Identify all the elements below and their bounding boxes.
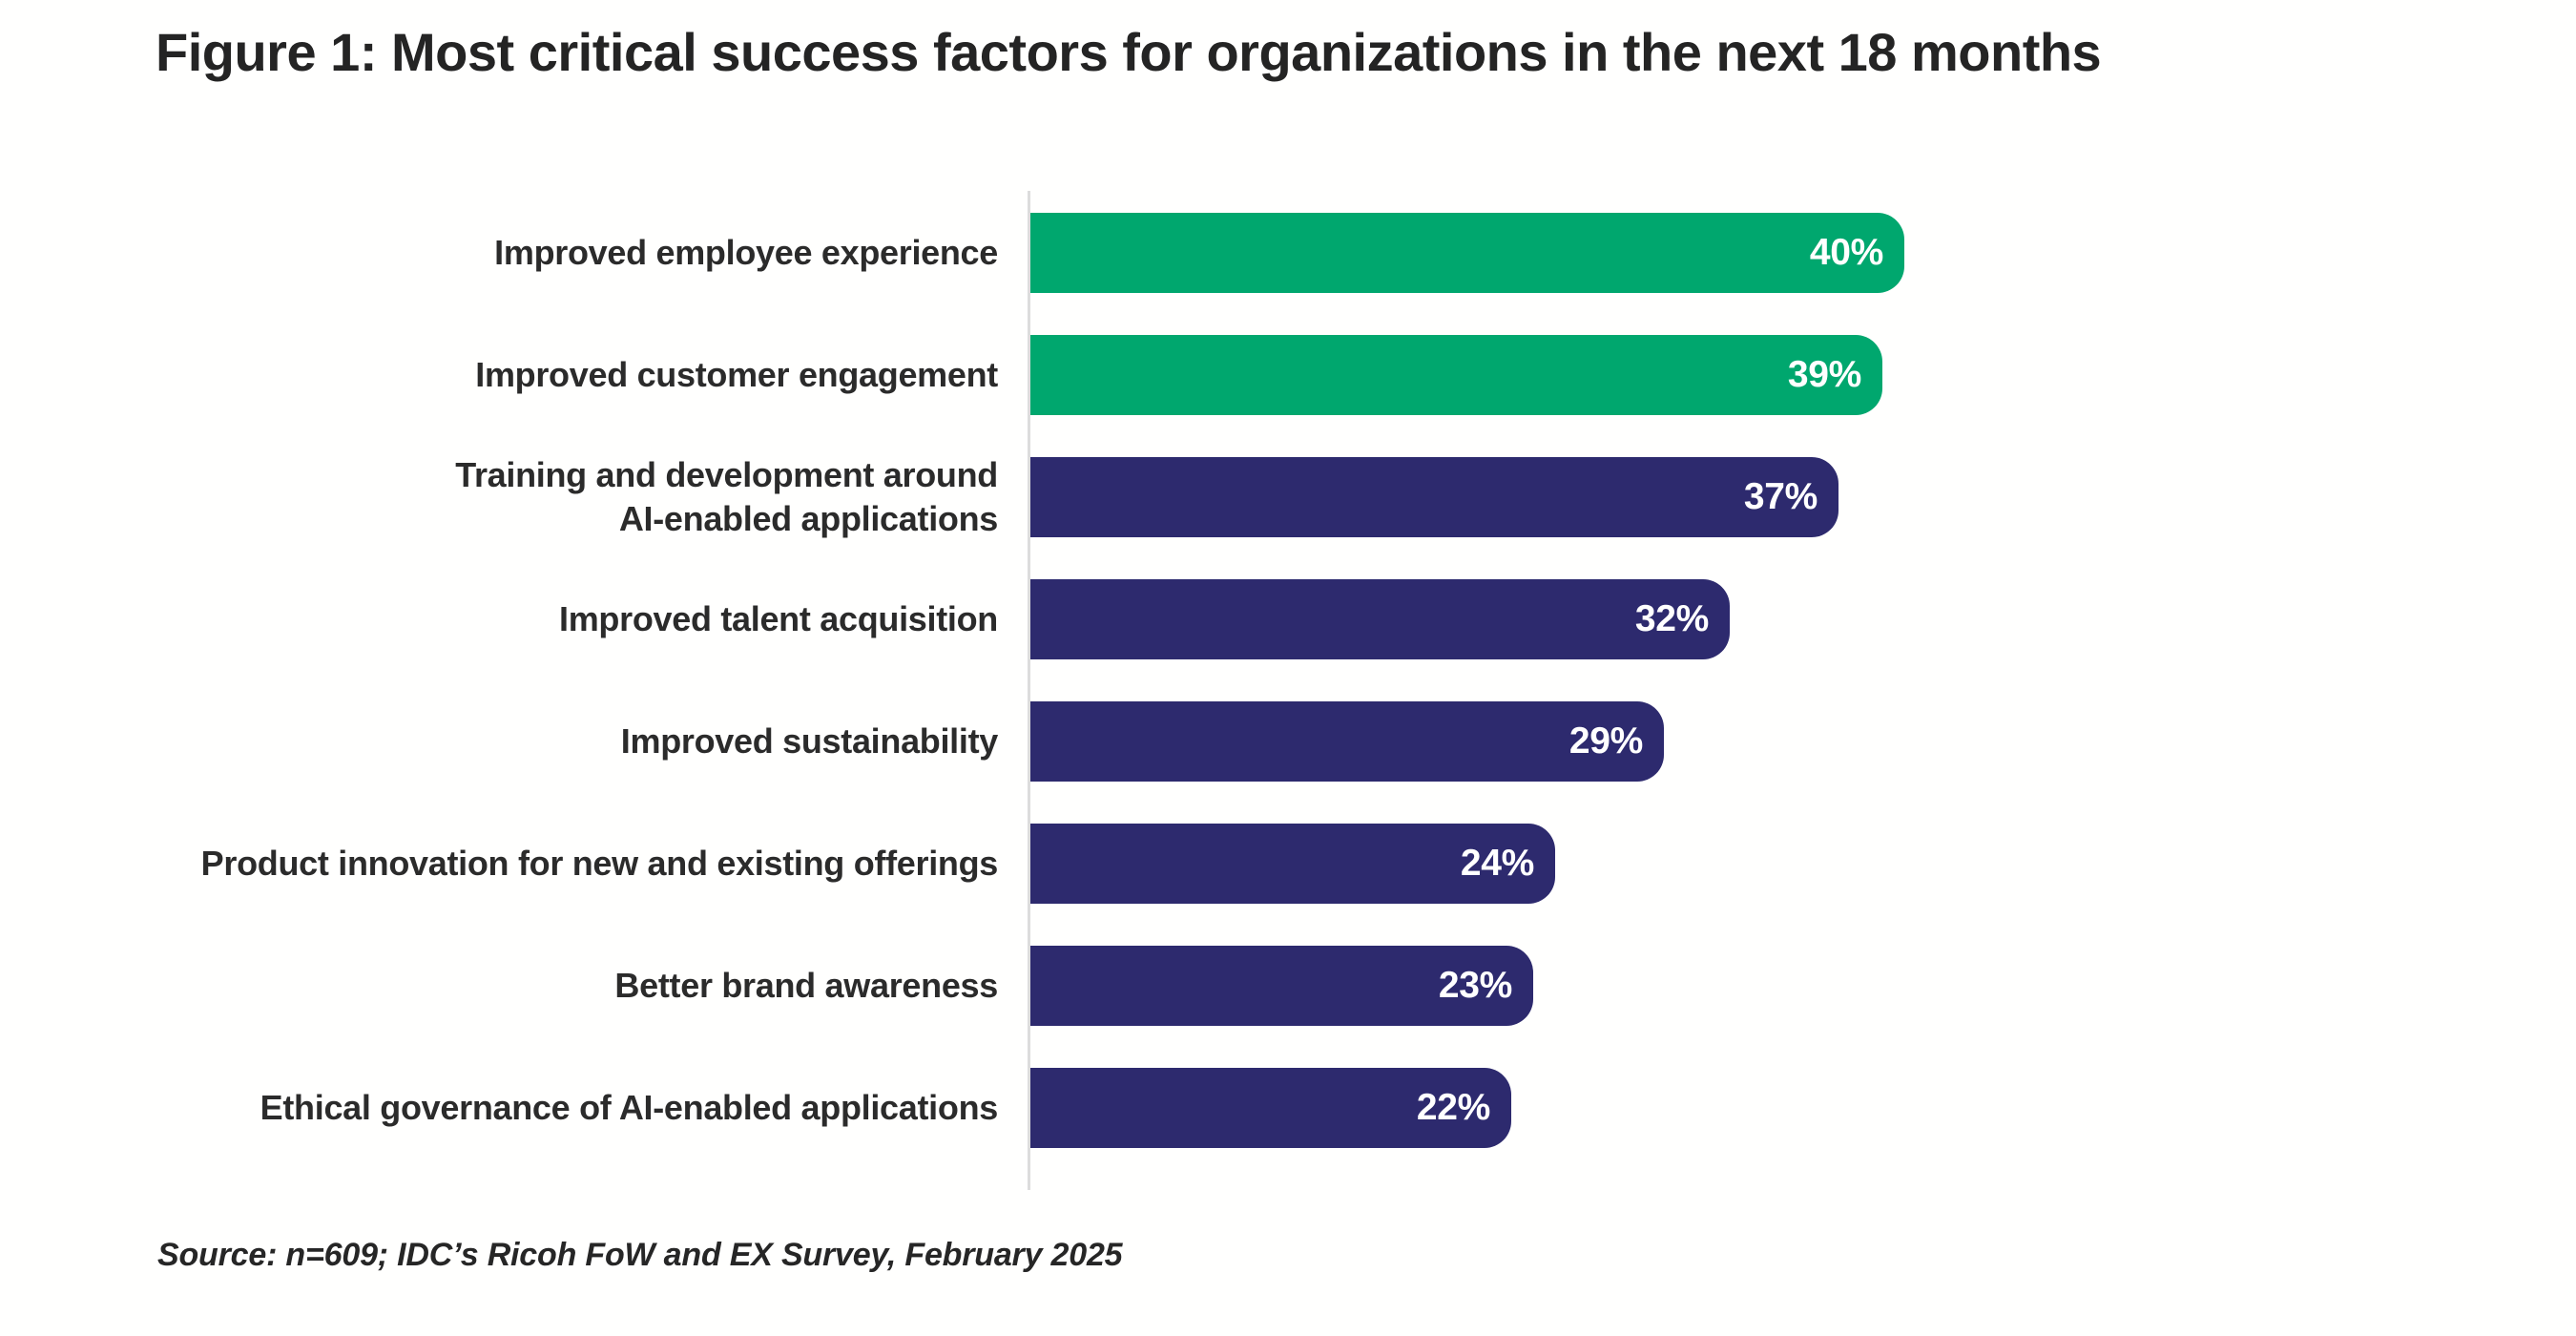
bar: 37% [1030, 457, 1839, 537]
bar-row: Ethical governance of AI-enabled applica… [0, 1047, 2576, 1169]
bar-track: 22% [1030, 1068, 2576, 1148]
bar-track: 24% [1030, 824, 2576, 904]
bar-track: 39% [1030, 335, 2576, 415]
bar-rows: Improved employee experience 40% Improved … [0, 192, 2576, 1169]
category-label: Improved employee experience [494, 232, 998, 272]
figure-title: Figure 1: Most critical success factors … [156, 22, 2102, 82]
bar-row: Improved sustainability 29% [0, 680, 2576, 803]
category-label: Training and development around AI-enabl… [455, 454, 998, 538]
bar: 24% [1030, 824, 1555, 904]
bar-value-label: 40% [1809, 232, 1883, 273]
bar: 23% [1030, 946, 1533, 1026]
bar: 29% [1030, 701, 1664, 782]
bar-row: Improved customer engagement 39% [0, 314, 2576, 436]
bar-track: 40% [1030, 213, 2576, 293]
bar-value-label: 24% [1460, 843, 1534, 884]
category-label: Product innovation for new and existing … [200, 843, 999, 883]
category-label: Improved sustainability [620, 720, 999, 761]
bar-value-label: 29% [1568, 720, 1643, 762]
bar-value-label: 37% [1743, 476, 1818, 517]
category-label: Better brand awareness [614, 965, 998, 1005]
bar-value-label: 32% [1634, 598, 1709, 639]
bar-row: Better brand awareness 23% [0, 925, 2576, 1047]
category-label: Improved talent acquisition [559, 598, 998, 638]
bar-track: 37% [1030, 457, 2576, 537]
category-label: Ethical governance of AI-enabled applica… [260, 1087, 999, 1127]
bar-value-label: 39% [1787, 354, 1861, 395]
bar: 40% [1030, 213, 1904, 293]
bar-track: 32% [1030, 579, 2576, 659]
bar-value-label: 23% [1438, 965, 1512, 1006]
y-axis-baseline [1028, 191, 1030, 1190]
bar-track: 29% [1030, 701, 2576, 782]
bar-row: Improved employee experience 40% [0, 192, 2576, 314]
bar: 39% [1030, 335, 1882, 415]
category-label: Improved customer engagement [475, 354, 998, 394]
source-note: Source: n=609; IDC’s Ricoh FoW and EX Su… [157, 1237, 1123, 1273]
bar-track: 23% [1030, 946, 2576, 1026]
bar-row: Training and development around AI-enabl… [0, 436, 2576, 558]
bar: 32% [1030, 579, 1730, 659]
bar-value-label: 22% [1416, 1087, 1490, 1128]
bar-row: Improved talent acquisition 32% [0, 558, 2576, 680]
bar: 22% [1030, 1068, 1511, 1148]
bar-row: Product innovation for new and existing … [0, 803, 2576, 925]
